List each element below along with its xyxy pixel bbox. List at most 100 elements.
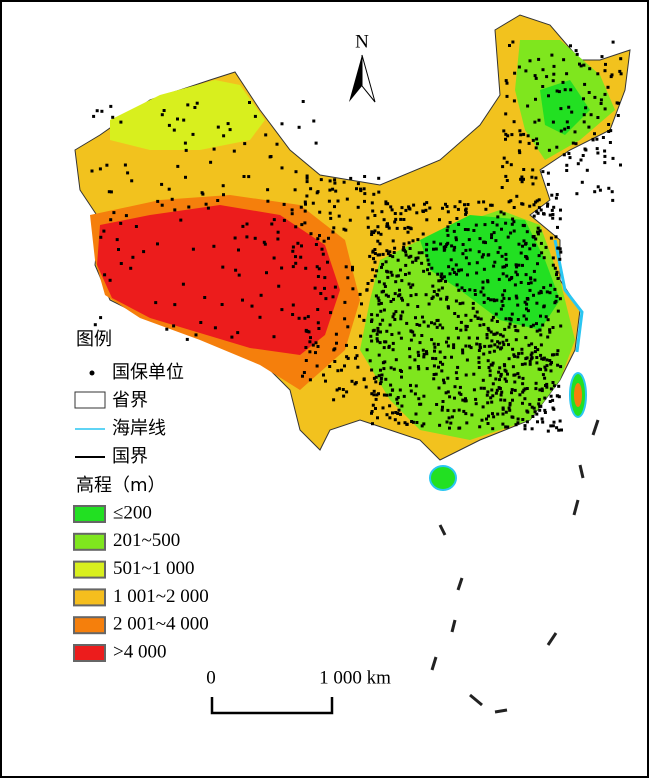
site-dot — [390, 388, 394, 392]
site-dot — [609, 75, 613, 79]
site-dot — [479, 317, 483, 321]
site-dot — [355, 354, 359, 358]
site-dot — [425, 352, 429, 356]
site-dot — [319, 178, 323, 182]
site-dot — [522, 224, 526, 228]
site-dot — [362, 377, 366, 381]
site-dot — [391, 341, 395, 345]
site-dot — [191, 247, 195, 251]
site-dot — [374, 380, 378, 384]
site-dot — [385, 329, 389, 333]
site-dot — [447, 306, 450, 310]
site-dot — [420, 334, 424, 337]
elevation-label: 2 001~4 000 — [113, 614, 209, 635]
site-dot — [563, 88, 567, 92]
site-dot — [185, 337, 189, 341]
site-dot — [619, 72, 623, 76]
site-dot — [421, 348, 425, 352]
site-dot — [477, 366, 481, 369]
site-dot — [398, 388, 402, 392]
site-dot — [515, 265, 519, 269]
site-dot — [494, 312, 498, 316]
site-dot — [494, 391, 498, 395]
site-dot — [537, 254, 541, 258]
site-dot — [585, 168, 589, 172]
site-dot — [514, 263, 518, 267]
site-dot — [456, 336, 460, 340]
site-dot — [522, 132, 526, 136]
site-dot — [411, 260, 415, 264]
site-dot — [535, 210, 539, 214]
site-dot — [550, 53, 554, 57]
site-dot — [489, 330, 493, 334]
site-dot — [575, 52, 579, 56]
site-dot — [454, 263, 458, 267]
site-dot — [523, 387, 527, 391]
site-dot — [387, 345, 391, 349]
site-dot — [479, 290, 483, 294]
site-dot — [550, 208, 554, 212]
site-dot — [554, 196, 558, 200]
site-dot — [316, 308, 320, 311]
elevation-swatch — [73, 532, 106, 551]
site-dot — [486, 297, 490, 301]
site-dot — [465, 358, 469, 362]
site-dot — [502, 296, 506, 300]
site-dot — [314, 141, 318, 145]
site-dot — [332, 226, 336, 230]
site-dot — [533, 120, 537, 124]
site-dot — [439, 297, 443, 301]
site-dot — [549, 394, 553, 398]
site-dot — [382, 346, 386, 350]
site-dot — [371, 422, 374, 426]
site-dot — [478, 323, 482, 327]
site-dot — [528, 359, 532, 363]
site-dot — [557, 90, 561, 94]
site-dot — [525, 420, 529, 424]
site-dot — [370, 201, 374, 205]
site-dot — [297, 125, 301, 129]
site-dot — [451, 267, 455, 271]
site-dot — [516, 303, 520, 307]
site-dot — [385, 413, 389, 417]
site-dot — [408, 347, 411, 351]
site-dot — [534, 97, 537, 101]
legend-label: 海岸线 — [112, 418, 166, 439]
site-dot — [552, 64, 556, 68]
site-dot — [119, 221, 123, 225]
site-dot — [417, 397, 421, 401]
site-dot — [302, 371, 306, 374]
site-dot — [371, 249, 375, 253]
site-dot — [587, 91, 591, 94]
site-dot — [386, 222, 389, 226]
scale-label: 0 — [206, 667, 216, 688]
site-dot — [487, 253, 491, 257]
site-dot — [420, 251, 424, 255]
site-dot — [536, 420, 539, 424]
site-dot — [504, 221, 508, 225]
site-dot — [442, 378, 445, 382]
site-dot — [404, 253, 408, 257]
site-dot — [527, 343, 531, 347]
site-dot — [457, 269, 461, 273]
site-dot — [438, 218, 441, 222]
site-dot — [475, 310, 479, 314]
site-dot — [578, 62, 581, 66]
site-dot — [549, 236, 553, 240]
site-dot — [392, 367, 396, 371]
site-dot — [384, 293, 388, 297]
scale-label: 1 000 km — [319, 667, 391, 688]
site-dot — [401, 310, 405, 314]
site-dot — [424, 293, 428, 297]
site-dot — [395, 397, 399, 401]
site-dot — [482, 200, 486, 204]
site-dot — [382, 367, 386, 371]
site-dot — [478, 343, 482, 347]
site-dot — [376, 239, 380, 243]
site-dot — [378, 382, 382, 386]
site-dot — [442, 381, 446, 385]
site-dot — [479, 386, 483, 390]
site-dot — [460, 268, 463, 272]
site-dot — [268, 155, 272, 159]
site-dot — [532, 406, 536, 410]
